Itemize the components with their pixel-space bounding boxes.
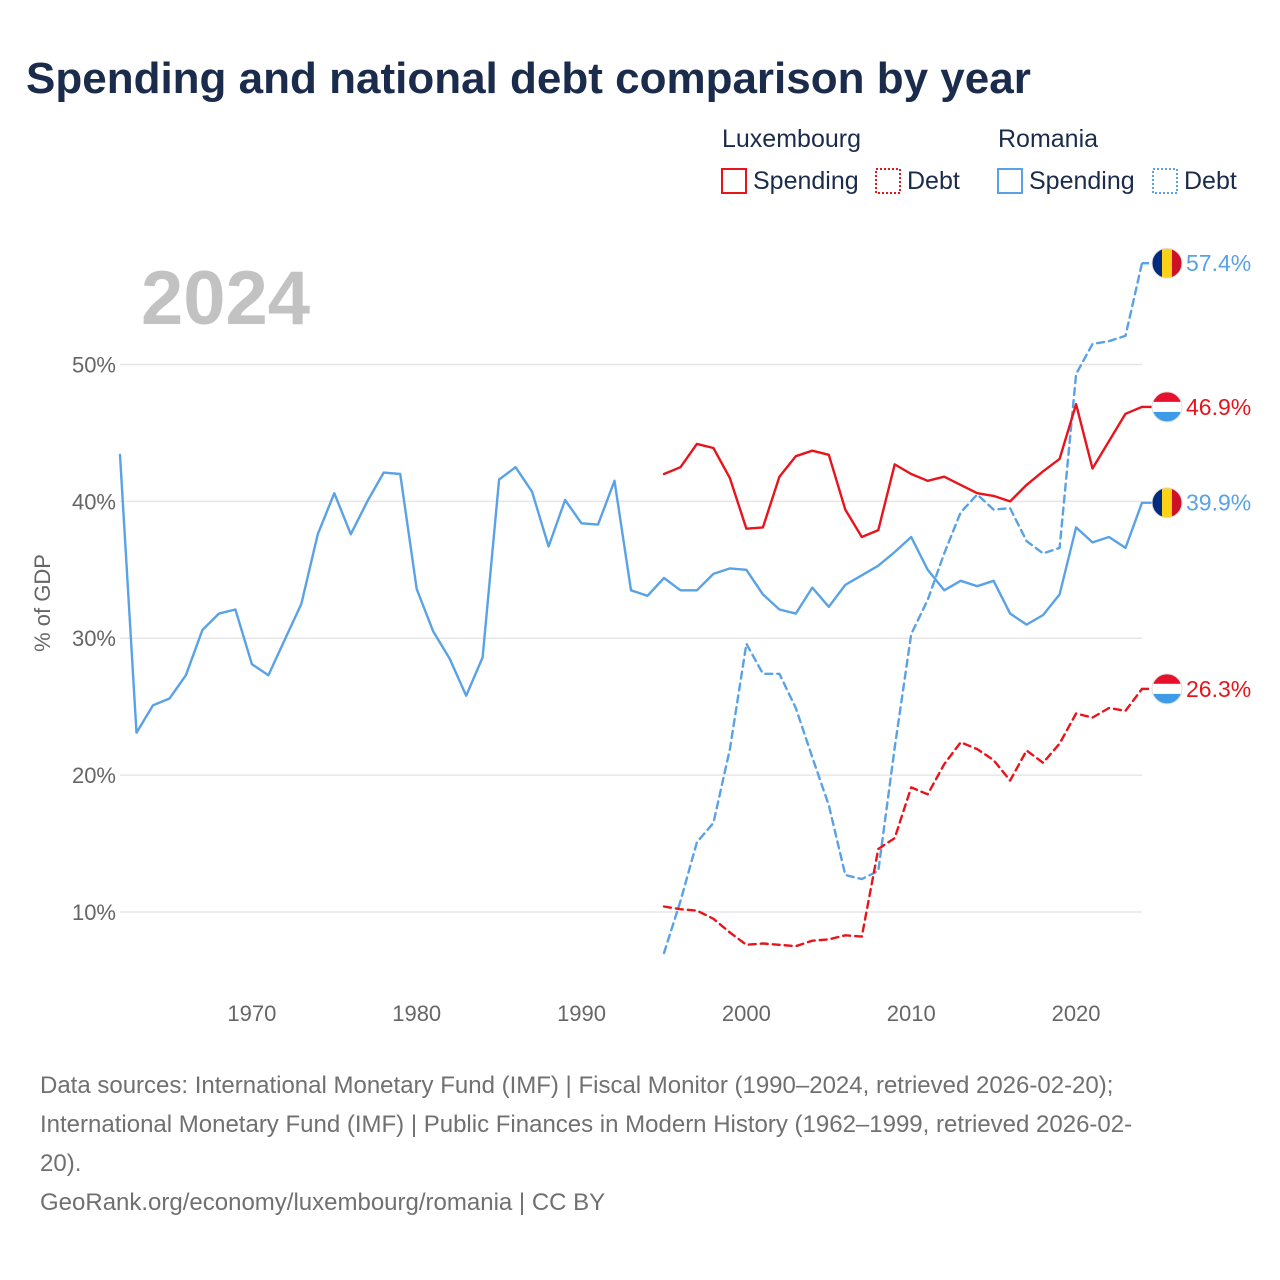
sources-line-1: Data sources: International Monetary Fun… [40, 1072, 1114, 1099]
y-axis-label: % of GDP [30, 554, 55, 652]
legend-group-luxembourg: Luxembourg [722, 125, 861, 153]
legend-label-romania-spending: Spending [1029, 167, 1135, 195]
legend-label-luxembourg-spending: Spending [753, 167, 859, 195]
x-tick-label: 1990 [557, 1001, 606, 1026]
series [118, 262, 1144, 955]
y-tick-label: 50% [72, 352, 116, 377]
y-axis-ticks: 10% 20% 30% 40% 50% [72, 352, 116, 924]
x-tick-label: 1970 [227, 1001, 276, 1026]
end-label-romania-debt: 57.4% [1186, 250, 1251, 276]
legend-swatch-romania-debt [1152, 168, 1178, 194]
year-watermark: 2024 [141, 256, 310, 341]
legend-swatch-romania-spending [997, 168, 1023, 194]
chart: Spending and national debt comparison by… [26, 54, 1251, 1026]
flag-luxembourg-icon [1151, 391, 1183, 423]
legend-label-luxembourg-debt: Debt [907, 167, 960, 195]
y-tick-label: 40% [72, 489, 116, 514]
y-tick-label: 30% [72, 626, 116, 651]
x-tick-label: 2000 [722, 1001, 771, 1026]
grid [120, 363, 1142, 913]
end-label-luxembourg-debt: 26.3% [1186, 676, 1251, 702]
legend-group-romania: Romania [998, 125, 1098, 153]
legend-swatch-luxembourg-spending [721, 168, 747, 194]
end-label-romania-spending: 39.9% [1186, 490, 1251, 516]
legend-swatch-luxembourg-debt [875, 168, 901, 194]
flag-luxembourg-icon [1151, 673, 1183, 705]
legend: Luxembourg Spending Debt Romania Spendin… [721, 125, 1237, 195]
series-line-romania-spending [118, 453, 1144, 734]
y-tick-label: 10% [72, 900, 116, 925]
x-axis-ticks: 1970 1980 1990 2000 2010 2020 [227, 1001, 1100, 1026]
credit-line: GeoRank.org/economy/luxembourg/romania |… [40, 1189, 606, 1216]
chart-title: Spending and national debt comparison by… [26, 54, 1031, 103]
end-label-luxembourg-spending: 46.9% [1186, 394, 1251, 420]
x-tick-label: 2010 [887, 1001, 936, 1026]
series-line-luxembourg-debt [662, 687, 1144, 948]
series-line-romania-debt [662, 262, 1144, 955]
footer: Data sources: International Monetary Fun… [40, 1066, 1240, 1222]
sources-line-2: International Monetary Fund (IMF) | Publ… [40, 1111, 1133, 1138]
legend-label-romania-debt: Debt [1184, 167, 1237, 195]
end-labels: 39.9% 57.4% 46.9% 26.3% [1142, 247, 1251, 705]
series-line-luxembourg-spending [662, 403, 1144, 539]
flag-romania-icon [1151, 487, 1183, 519]
sources-line-3: 20). [40, 1150, 82, 1177]
x-tick-label: 2020 [1052, 1001, 1101, 1026]
flag-romania-icon [1151, 247, 1183, 279]
y-tick-label: 20% [72, 763, 116, 788]
x-tick-label: 1980 [392, 1001, 441, 1026]
